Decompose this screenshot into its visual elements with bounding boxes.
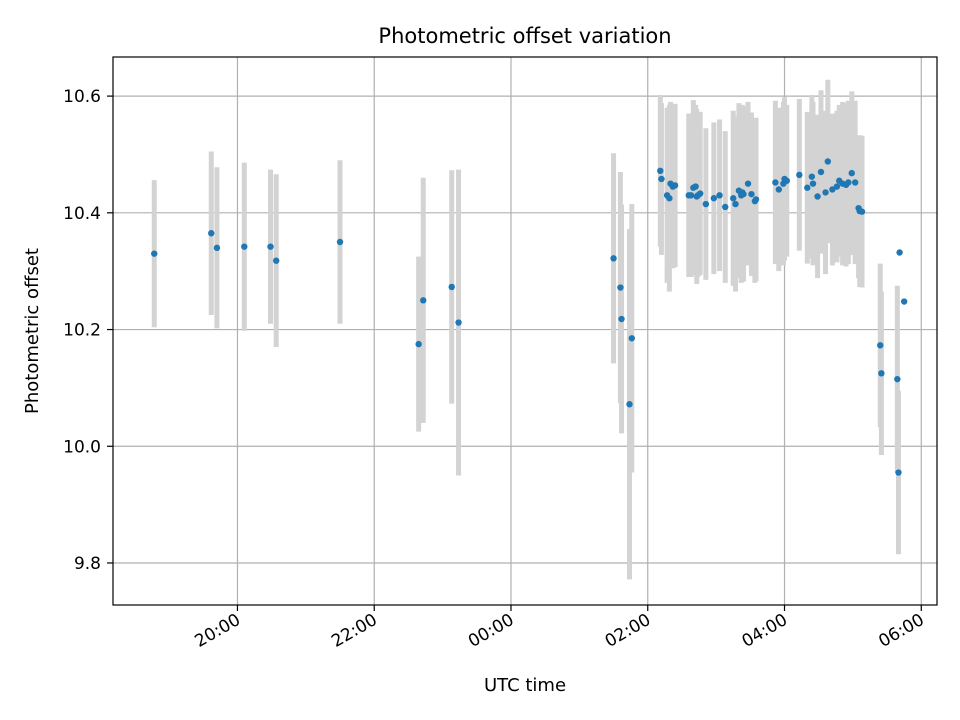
data-point (687, 192, 695, 199)
data-point (804, 184, 811, 191)
data-point (628, 335, 635, 342)
y-axis-label: Photometric offset (22, 248, 43, 414)
data-point (829, 186, 836, 193)
data-point (858, 208, 866, 215)
data-point (814, 193, 821, 200)
data-point (895, 469, 902, 476)
data-point (696, 190, 704, 197)
data-point (808, 173, 816, 180)
data-point (658, 175, 665, 183)
plot-frame (112, 56, 938, 606)
data-point (796, 171, 803, 179)
data-point (833, 183, 841, 190)
y-tick-label: 10.2 (63, 321, 101, 341)
data-point (657, 167, 664, 175)
data-point (822, 189, 829, 196)
data-point (744, 180, 752, 187)
y-tick-label: 10.0 (63, 437, 101, 457)
data-point (151, 250, 158, 257)
data-points (151, 158, 908, 476)
data-point (716, 192, 723, 199)
data-point (626, 401, 633, 408)
data-point (752, 196, 760, 203)
data-point (710, 195, 718, 202)
data-point (618, 315, 625, 323)
data-point (730, 195, 737, 202)
data-point (740, 190, 747, 198)
data-point (420, 297, 427, 304)
data-point (772, 179, 779, 186)
data-point (894, 375, 901, 383)
data-point (666, 195, 673, 202)
data-point (845, 179, 852, 186)
data-point (809, 180, 817, 187)
data-point (817, 168, 825, 176)
data-point (415, 340, 422, 348)
data-point (241, 243, 248, 250)
data-point (213, 244, 221, 252)
data-point (896, 249, 903, 256)
data-point (617, 284, 624, 291)
data-point (877, 342, 884, 349)
data-point (702, 200, 710, 208)
data-point (748, 190, 755, 198)
data-point (900, 298, 908, 305)
data-point (336, 238, 344, 246)
data-point (448, 283, 455, 291)
data-point (692, 183, 699, 190)
data-point (878, 370, 885, 377)
data-point (671, 182, 679, 189)
data-point (455, 319, 462, 326)
x-axis-label: UTC time (484, 675, 566, 696)
chart-title: Photometric offset variation (378, 24, 671, 48)
data-point (732, 200, 739, 208)
data-point (273, 257, 280, 264)
data-point (783, 177, 790, 184)
data-point (824, 158, 832, 165)
data-point (610, 255, 617, 262)
y-tick-label: 9.8 (74, 554, 101, 574)
y-tick-label: 10.6 (63, 87, 101, 107)
y-axis-ticks: 9.8 10.0 10.2 10.4 10.6 (63, 87, 113, 574)
data-point (851, 179, 859, 186)
data-point (208, 230, 215, 237)
data-point (267, 243, 274, 250)
y-tick-label: 10.4 (63, 204, 101, 224)
data-point (775, 186, 783, 193)
data-point (722, 203, 729, 211)
data-point (848, 169, 855, 177)
